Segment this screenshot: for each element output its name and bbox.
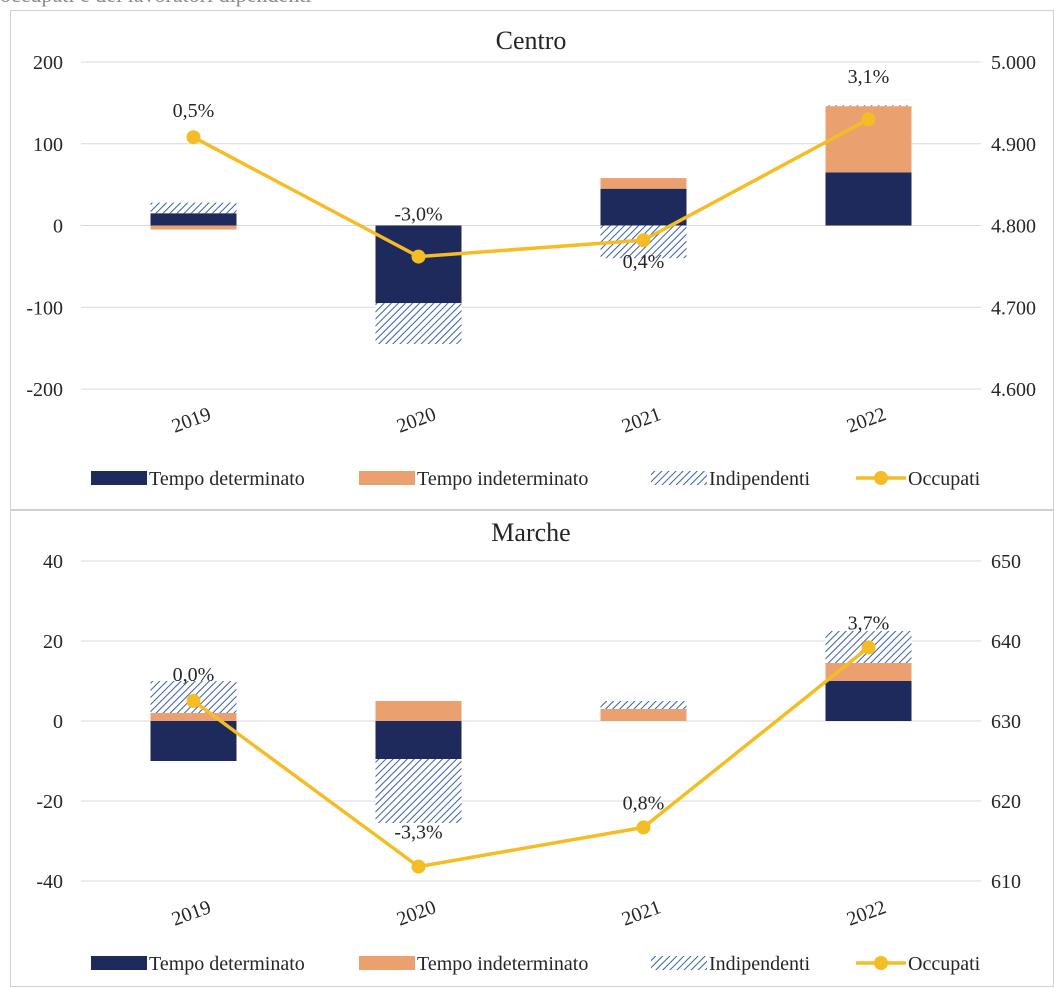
chart-caption: occupati e dei lavoratori dipendenti (0, 0, 1054, 12)
x-tick-label: 2020 (394, 896, 439, 930)
bar-indipendenti-2019 (150, 202, 237, 214)
legend-marker-occupati (874, 471, 888, 485)
bar-tempo-indeterminato-2021 (600, 709, 687, 721)
chart-marche: Marche -40 -20 0 20 40 610 620 630 640 650 2019 2020… (36, 518, 1021, 975)
chart-panel-centro: Centro -200 -100 0 100 200 4.600 4.700 4.800 4.90… (10, 10, 1054, 510)
legend-swatch-indipendenti (651, 956, 707, 970)
bar-tempo-determinato-2019 (150, 721, 237, 761)
bar-tempo-indeterminato-2022 (825, 663, 912, 681)
x-tick-label: 2022 (844, 896, 889, 930)
y2-tick-label: 640 (991, 631, 1021, 653)
legend-label: Tempo indeterminato (417, 468, 588, 490)
bar-tempo-determinato-2022 (825, 172, 912, 226)
legend-swatch-tempo-indeterminato (359, 956, 415, 970)
data-label: 3,7% (848, 612, 890, 634)
chart-panel-marche: Marche -40 -20 0 20 40 610 620 630 640 650 2019 2020… (10, 510, 1054, 987)
point-occupati-2019 (186, 694, 201, 708)
y-tick-label: 0 (53, 711, 63, 733)
legend-marker-occupati (874, 956, 888, 970)
x-tick-label: 2022 (844, 403, 889, 437)
y-tick-label: 40 (43, 551, 63, 573)
point-occupati-2021 (636, 233, 651, 248)
point-occupati-2021 (636, 820, 651, 835)
x-tick-label: 2019 (169, 403, 214, 437)
y2-tick-label: 610 (991, 871, 1021, 893)
bar-tempo-indeterminato-2020 (375, 701, 462, 721)
series-line-occupati (192, 646, 870, 869)
point-occupati-2022 (861, 112, 876, 127)
chart-title: Centro (496, 26, 567, 55)
legend-label: Tempo determinato (149, 468, 305, 490)
point-occupati-2019 (186, 130, 201, 145)
chart-centro: Centro -200 -100 0 100 200 4.600 4.700 4.800 4.90… (26, 26, 1036, 490)
data-label: 0,4% (623, 251, 665, 273)
data-label: 3,1% (848, 66, 890, 88)
legend-label: Indipendenti (709, 468, 811, 490)
legend-label: Occupati (908, 953, 981, 975)
y2-tick-label: 4.900 (991, 134, 1036, 156)
bar-tempo-determinato-2020 (375, 225, 462, 304)
y-tick-label: 0 (53, 216, 63, 238)
data-label: 0,5% (173, 100, 215, 122)
legend-label: Tempo indeterminato (417, 953, 588, 975)
y2-tick-label: 4.800 (991, 216, 1036, 238)
y-tick-label: -200 (26, 379, 63, 401)
legend-swatch-tempo-indeterminato (359, 471, 415, 485)
series-line-occupati (192, 117, 870, 259)
x-tick-label: 2020 (394, 403, 439, 437)
bar-tempo-determinato-2020 (375, 721, 462, 759)
data-label: -3,0% (394, 204, 442, 226)
legend-label: Tempo determinato (149, 953, 305, 975)
legend-swatch-tempo-determinato (91, 471, 147, 485)
bar-tempo-determinato-2021 (600, 188, 687, 226)
x-tick-label: 2021 (619, 896, 664, 930)
point-occupati-2020 (411, 859, 426, 874)
bar-tempo-determinato-2022 (825, 681, 912, 721)
y2-tick-label: 4.700 (991, 297, 1036, 319)
y-tick-label: 200 (33, 52, 63, 74)
legend-label: Occupati (908, 468, 981, 490)
data-label: -3,3% (394, 822, 442, 844)
y-tick-label: -100 (26, 297, 63, 319)
y-tick-label: -20 (36, 791, 63, 813)
bar-indipendenti-2020 (375, 759, 462, 823)
y2-tick-label: 630 (991, 711, 1021, 733)
bar-tempo-indeterminato-2019 (150, 225, 237, 230)
data-label: 0,0% (173, 664, 215, 686)
y-tick-label: -40 (36, 871, 63, 893)
legend-swatch-tempo-determinato (91, 956, 147, 970)
legend-swatch-indipendenti (651, 471, 707, 485)
y-tick-label: 20 (43, 631, 63, 653)
y2-tick-label: 4.600 (991, 379, 1036, 401)
chart-title: Marche (491, 518, 570, 547)
y2-tick-label: 650 (991, 551, 1021, 573)
bar-tempo-determinato-2019 (150, 213, 237, 226)
y2-tick-label: 5.000 (991, 52, 1036, 74)
bar-indipendenti-2021 (600, 701, 687, 709)
bar-tempo-indeterminato-2021 (600, 178, 687, 189)
x-tick-label: 2021 (619, 403, 664, 437)
y2-tick-label: 620 (991, 791, 1021, 813)
point-occupati-2020 (411, 249, 426, 264)
y-tick-label: 100 (33, 134, 63, 156)
x-tick-label: 2019 (169, 896, 214, 930)
data-label: 0,8% (623, 792, 665, 814)
bar-indipendenti-2020 (375, 303, 462, 345)
legend-label: Indipendenti (709, 953, 811, 975)
bar-tempo-indeterminato-2019 (150, 713, 237, 721)
bar-indipendenti-2022 (825, 105, 912, 107)
point-occupati-2022 (861, 640, 876, 655)
